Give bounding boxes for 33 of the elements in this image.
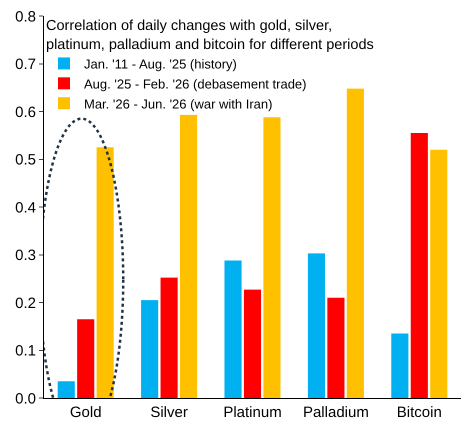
bar [410, 132, 428, 398]
x-tick-label: Gold [70, 404, 102, 421]
bar [346, 88, 364, 398]
y-tick-label: 0.4 [15, 199, 36, 216]
bar [160, 278, 178, 398]
y-tick-label: 0.0 [15, 390, 36, 408]
y-tick-label: 0.7 [15, 56, 36, 73]
legend-label: Aug. '25 - Feb. '26 (debasement trade) [84, 76, 306, 92]
bar [263, 117, 281, 398]
y-tick-label: 0.6 [15, 104, 36, 121]
x-tick-label: Platinum [223, 404, 282, 421]
bar [96, 147, 114, 398]
bar [224, 260, 242, 398]
y-tick-label: 0.8 [15, 8, 36, 26]
y-tick-label: 0.1 [15, 342, 36, 360]
x-tick-label: Bitcoin [396, 404, 442, 421]
bar [391, 334, 408, 398]
bar [180, 114, 198, 398]
bar [77, 319, 94, 398]
bar [244, 290, 262, 398]
bar [430, 150, 448, 398]
y-tick-label: 0.3 [15, 247, 36, 264]
y-tick-label: 0.5 [15, 152, 36, 168]
legend-label: Mar. '26 - Jun. '26 (war with Iran) [84, 96, 272, 112]
legend-label: Jan. '11 - Aug. '25 (history) [84, 56, 237, 72]
y-tick-label: 0.2 [15, 294, 36, 312]
bar [327, 298, 344, 398]
text: Correlation of daily changes with gold, silver, platinum, palladium and bitcoin for different periods [46, 18, 374, 53]
bar [58, 381, 75, 398]
bar [141, 300, 158, 398]
x-tick-label: Palladium [302, 404, 369, 421]
bar [308, 253, 325, 398]
x-tick-label: Silver [150, 404, 188, 421]
